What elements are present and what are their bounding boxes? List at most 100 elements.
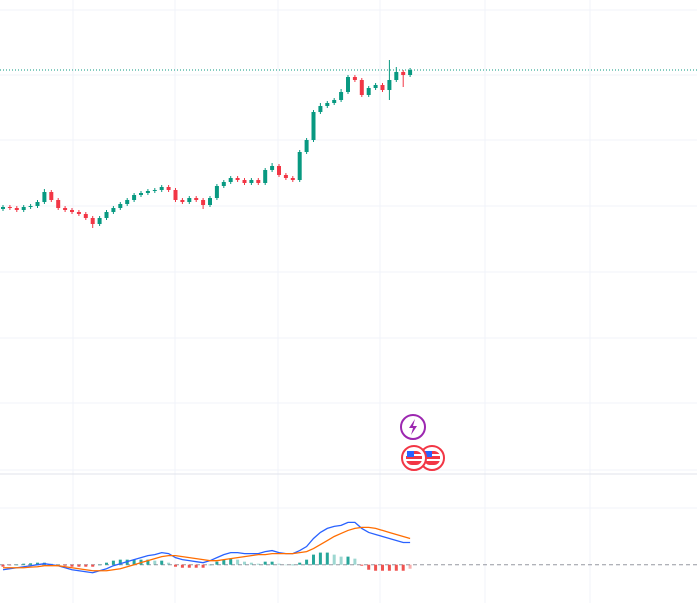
candle-body: [380, 85, 385, 90]
histogram-bar: [132, 559, 136, 565]
candle-body: [132, 195, 137, 200]
histogram-bar: [1, 564, 5, 567]
candle-body: [318, 106, 323, 112]
candle-body: [235, 178, 240, 180]
histogram-bar: [111, 560, 115, 565]
candle-body: [201, 200, 206, 205]
histogram-bar: [201, 564, 205, 568]
candle-body: [249, 180, 254, 183]
histogram-bar: [305, 559, 309, 565]
histogram-bar: [367, 564, 371, 570]
histogram-bar: [84, 564, 88, 567]
candle-body: [304, 140, 309, 152]
candle-body: [311, 112, 316, 140]
candle-body: [332, 100, 337, 103]
lightning: [409, 419, 417, 435]
histogram-bar: [146, 559, 150, 565]
histogram-bar: [277, 563, 281, 565]
histogram-bar: [249, 562, 253, 565]
histogram-bar: [353, 558, 357, 565]
candle-body: [290, 178, 295, 180]
histogram-bar: [339, 556, 343, 565]
candle-body: [297, 152, 302, 180]
candle-body: [42, 192, 47, 202]
histogram-bar: [118, 559, 122, 565]
candle-body: [408, 70, 413, 75]
histogram-bar: [318, 552, 322, 565]
candle-body: [263, 170, 268, 183]
candle-body: [152, 190, 157, 191]
candle-body: [228, 178, 233, 182]
histogram-bar: [374, 564, 378, 571]
candle-body: [325, 103, 330, 106]
candle-body: [387, 80, 392, 90]
histogram-bar: [167, 562, 171, 565]
histogram-bar: [208, 564, 212, 566]
candle-body: [359, 80, 364, 95]
candle-body: [283, 175, 288, 178]
candle-body: [56, 200, 61, 208]
candle-body: [70, 210, 74, 212]
histogram-bar: [270, 561, 274, 565]
flag-stripe: [424, 459, 440, 461]
candle-body: [221, 182, 226, 186]
candle-body: [208, 198, 212, 205]
event-icons[interactable]: [400, 414, 445, 471]
macd-line: [3, 526, 411, 572]
candle-body: [214, 186, 219, 198]
histogram-bar: [381, 564, 384, 571]
histogram-bar: [153, 560, 157, 565]
histogram-bar: [325, 552, 329, 565]
histogram-bar: [291, 564, 295, 566]
candle-body: [111, 208, 116, 212]
candle-body: [277, 166, 281, 175]
candle-body: [104, 212, 109, 218]
histogram-bar: [194, 564, 198, 568]
histogram-bar: [22, 563, 26, 565]
histogram-bar: [91, 564, 95, 567]
histogram-bar: [180, 564, 184, 568]
candle-body: [145, 191, 150, 193]
flag-canton: [425, 451, 432, 457]
macd-line: [2, 521, 411, 574]
histogram-bar: [346, 556, 350, 565]
candle-body: [159, 187, 164, 190]
histogram-bar: [36, 562, 39, 565]
histogram-bar: [408, 564, 412, 569]
flag-icon[interactable]: [419, 445, 445, 471]
flag-canton: [407, 451, 414, 457]
histogram-bar: [229, 558, 233, 565]
histogram-bar: [401, 564, 405, 571]
candle-body: [35, 202, 40, 206]
histogram-bar: [332, 554, 336, 565]
histogram-bar: [256, 563, 260, 565]
histogram-bar: [187, 564, 191, 568]
histogram-bar: [360, 564, 364, 566]
histogram-bar: [387, 564, 391, 571]
histogram-bar: [222, 559, 226, 565]
histogram-bar: [174, 564, 177, 567]
histogram-bar: [298, 562, 302, 565]
candle-body: [242, 180, 247, 183]
histogram-bar: [56, 564, 60, 566]
flag-icon[interactable]: [401, 445, 427, 471]
histogram-bar: [160, 560, 164, 565]
candle-body: [63, 208, 68, 210]
candle-body: [352, 77, 357, 80]
candle-body: [76, 212, 81, 214]
histogram-bar: [15, 564, 19, 566]
candle-body: [394, 72, 399, 80]
flag-stripe: [406, 459, 422, 461]
histogram-bar: [105, 562, 108, 565]
candle-body: [49, 192, 54, 200]
candle-body: [373, 85, 378, 88]
candle-body: [180, 200, 185, 202]
candle-body: [346, 77, 350, 92]
candle-body: [90, 218, 95, 224]
histogram-bar: [243, 561, 246, 565]
candle-body: [366, 88, 371, 95]
candle-body: [194, 198, 199, 200]
histogram-bar: [70, 564, 74, 567]
